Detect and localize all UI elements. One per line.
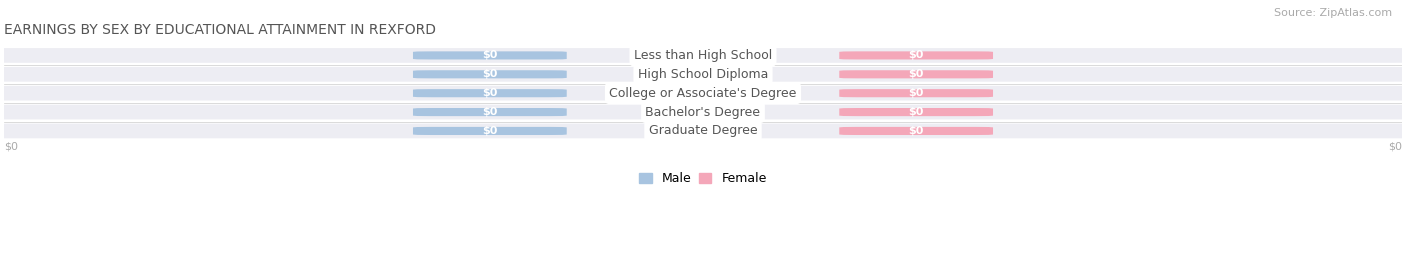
Text: $0: $0 <box>908 88 924 98</box>
FancyBboxPatch shape <box>839 127 993 135</box>
FancyBboxPatch shape <box>839 51 993 59</box>
FancyBboxPatch shape <box>0 105 1406 120</box>
Text: Source: ZipAtlas.com: Source: ZipAtlas.com <box>1274 8 1392 18</box>
Text: $0: $0 <box>482 50 498 60</box>
Text: Less than High School: Less than High School <box>634 49 772 62</box>
Text: High School Diploma: High School Diploma <box>638 68 768 81</box>
Text: $0: $0 <box>482 88 498 98</box>
Text: EARNINGS BY SEX BY EDUCATIONAL ATTAINMENT IN REXFORD: EARNINGS BY SEX BY EDUCATIONAL ATTAINMEN… <box>4 23 436 37</box>
FancyBboxPatch shape <box>413 70 567 78</box>
Text: $0: $0 <box>908 69 924 79</box>
Text: $0: $0 <box>1388 141 1402 151</box>
Text: $0: $0 <box>482 126 498 136</box>
Text: $0: $0 <box>482 107 498 117</box>
FancyBboxPatch shape <box>413 89 567 97</box>
FancyBboxPatch shape <box>0 67 1406 82</box>
FancyBboxPatch shape <box>0 124 1406 138</box>
Text: $0: $0 <box>4 141 18 151</box>
Legend: Male, Female: Male, Female <box>640 172 766 185</box>
Text: $0: $0 <box>908 126 924 136</box>
FancyBboxPatch shape <box>413 108 567 116</box>
Text: Graduate Degree: Graduate Degree <box>648 124 758 137</box>
FancyBboxPatch shape <box>839 89 993 97</box>
Text: $0: $0 <box>908 50 924 60</box>
Text: College or Associate's Degree: College or Associate's Degree <box>609 87 797 100</box>
Text: $0: $0 <box>908 107 924 117</box>
Text: $0: $0 <box>482 69 498 79</box>
FancyBboxPatch shape <box>0 48 1406 63</box>
Text: Bachelor's Degree: Bachelor's Degree <box>645 106 761 118</box>
FancyBboxPatch shape <box>839 70 993 78</box>
FancyBboxPatch shape <box>413 127 567 135</box>
FancyBboxPatch shape <box>839 108 993 116</box>
FancyBboxPatch shape <box>413 51 567 59</box>
FancyBboxPatch shape <box>0 86 1406 100</box>
